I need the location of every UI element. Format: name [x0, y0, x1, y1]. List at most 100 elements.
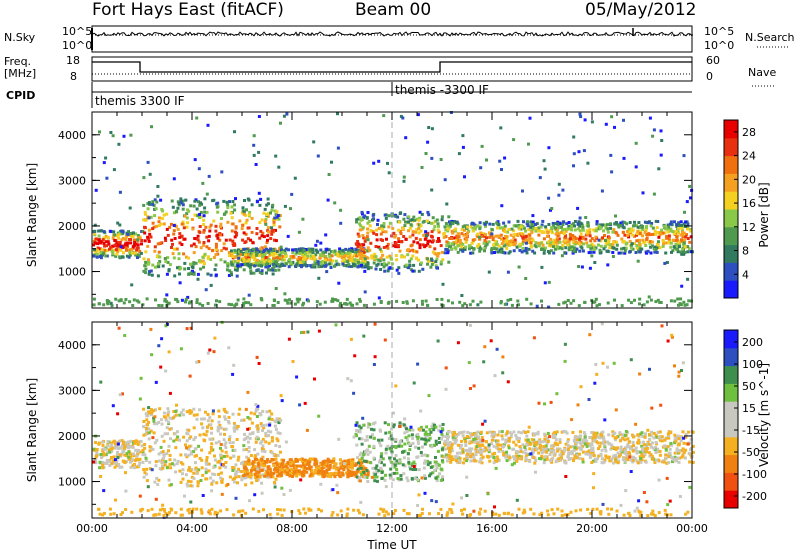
data-cell — [399, 474, 403, 478]
data-cell — [249, 271, 253, 275]
data-cell — [119, 248, 123, 252]
data-cell — [584, 216, 588, 219]
data-cell — [183, 261, 187, 265]
data-cell — [571, 234, 575, 237]
data-cell — [463, 436, 466, 440]
data-cell — [517, 223, 521, 227]
data-cell — [411, 299, 415, 303]
data-cell — [578, 452, 581, 456]
data-cell — [610, 115, 614, 119]
data-cell — [499, 233, 503, 237]
data-cell — [633, 234, 636, 238]
data-cell — [573, 454, 577, 458]
data-cell — [92, 303, 96, 307]
data-cell — [471, 229, 475, 233]
data-cell — [289, 471, 292, 475]
data-cell — [689, 448, 693, 451]
data-cell — [365, 469, 369, 472]
data-cell — [358, 250, 362, 254]
data-cell — [139, 439, 143, 443]
data-cell — [261, 253, 265, 257]
data-cell — [379, 300, 383, 303]
data-cell — [236, 264, 240, 268]
data-cell — [404, 425, 408, 429]
station-title: Fort Hays East (fitACF) — [92, 0, 284, 20]
data-cell — [105, 458, 109, 462]
data-cell — [628, 250, 632, 254]
data-cell — [454, 241, 458, 245]
data-cell — [251, 256, 255, 259]
data-cell — [497, 244, 501, 248]
data-cell — [278, 432, 282, 435]
data-cell — [168, 462, 172, 466]
data-cell — [291, 260, 295, 264]
data-cell — [393, 457, 396, 461]
data-cell — [264, 260, 268, 264]
data-cell — [360, 472, 363, 476]
data-cell — [231, 445, 235, 449]
data-cell — [374, 255, 378, 259]
data-cell — [230, 229, 234, 233]
data-cell — [116, 231, 120, 235]
data-cell — [336, 254, 340, 258]
data-cell — [273, 424, 277, 428]
data-cell — [450, 247, 454, 251]
data-cell — [145, 429, 149, 433]
data-cell — [131, 231, 135, 235]
data-cell — [407, 229, 411, 233]
data-cell — [504, 239, 508, 243]
data-cell — [538, 176, 542, 180]
data-cell — [399, 477, 403, 481]
data-cell — [658, 449, 662, 453]
data-cell — [665, 461, 669, 465]
data-cell — [247, 301, 251, 305]
data-cell — [349, 464, 353, 467]
data-cell — [180, 234, 184, 238]
data-cell — [369, 229, 373, 233]
data-cell — [214, 253, 218, 257]
data-cell — [611, 230, 615, 234]
data-cell — [588, 442, 591, 446]
data-cell — [255, 415, 259, 418]
data-cell — [130, 248, 134, 252]
data-cell — [447, 215, 451, 219]
data-cell — [640, 444, 644, 448]
data-cell — [406, 253, 410, 257]
data-cell — [631, 233, 635, 237]
data-cell — [162, 439, 166, 443]
data-cell — [181, 477, 185, 481]
data-cell — [219, 476, 223, 480]
data-cell — [433, 251, 437, 255]
data-cell — [147, 437, 151, 441]
data-cell — [283, 263, 287, 267]
data-cell — [629, 246, 633, 250]
data-cell — [236, 261, 240, 265]
data-cell — [223, 455, 226, 458]
data-cell — [264, 431, 268, 435]
data-cell — [123, 243, 127, 247]
data-cell — [416, 433, 420, 436]
data-cell — [386, 242, 390, 246]
data-cell — [468, 447, 471, 451]
data-cell — [497, 223, 501, 227]
data-cell — [556, 231, 560, 235]
data-cell — [278, 225, 282, 229]
data-cell — [410, 433, 414, 437]
data-cell — [604, 244, 607, 248]
data-cell — [547, 448, 551, 452]
data-cell — [578, 435, 582, 439]
data-cell — [426, 219, 430, 223]
data-cell — [108, 464, 112, 467]
data-cell — [331, 299, 335, 303]
data-cell — [651, 226, 655, 230]
data-cell — [241, 304, 245, 307]
data-cell — [276, 419, 280, 423]
data-cell — [404, 220, 407, 224]
data-cell — [680, 252, 684, 256]
data-cell — [481, 443, 485, 447]
data-cell — [675, 436, 679, 440]
data-cell — [479, 446, 483, 450]
data-cell — [189, 435, 193, 439]
data-cell — [126, 241, 130, 245]
data-cell — [500, 226, 504, 230]
